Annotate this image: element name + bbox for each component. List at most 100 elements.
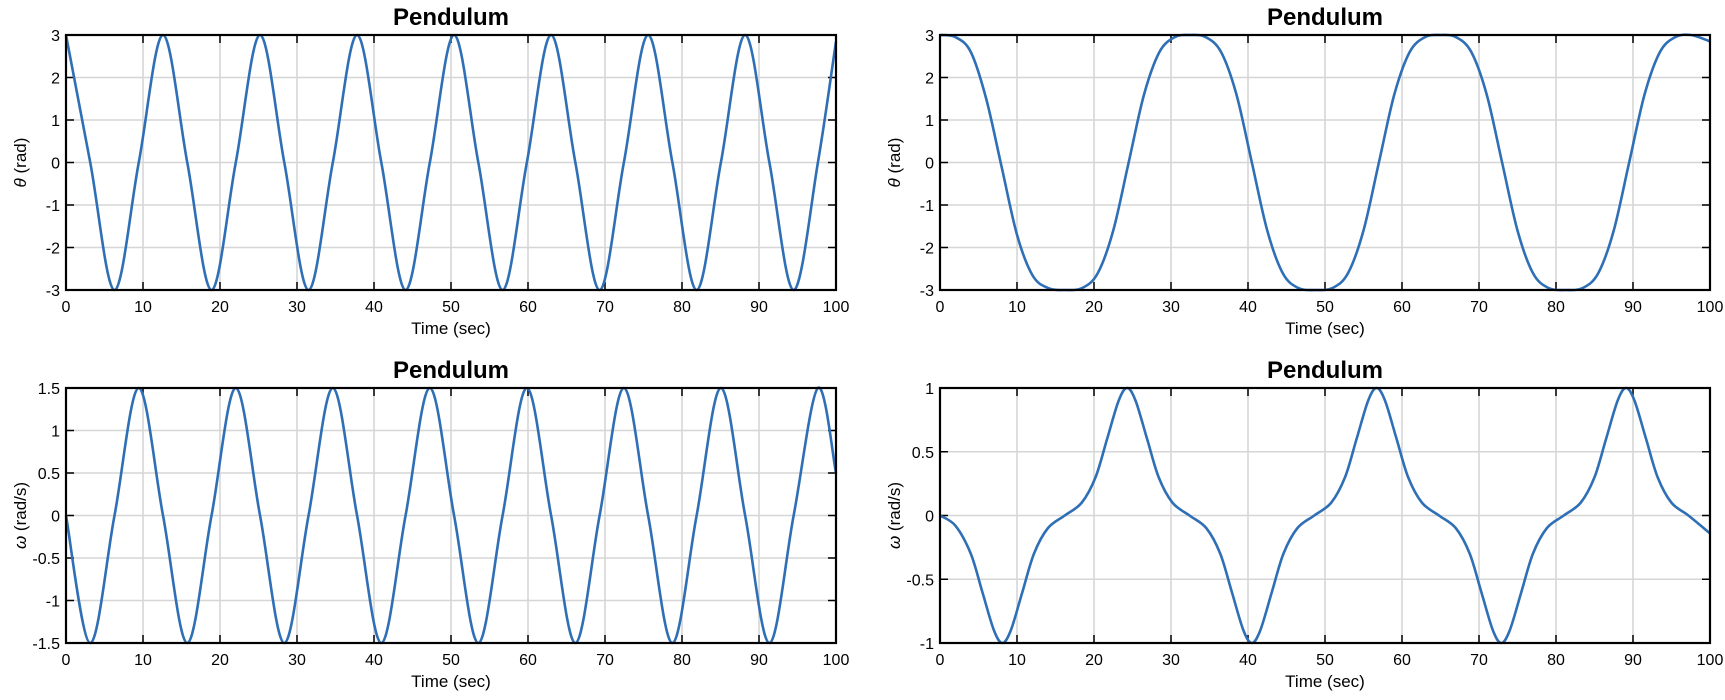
chart-title: Pendulum <box>393 4 509 31</box>
x-tick-label: 20 <box>1085 652 1103 669</box>
y-tick-label: 1 <box>925 381 934 398</box>
y-tick-label: -2 <box>46 241 60 258</box>
y-tick-label: 3 <box>51 28 60 45</box>
axes-frame <box>938 33 1712 292</box>
x-tick-label: 60 <box>519 299 537 316</box>
y-axis-symbol: θ <box>885 177 904 187</box>
y-axis-label: θ (rad) <box>11 138 30 188</box>
y-tick-label: 1 <box>51 424 60 441</box>
x-tick-label: 60 <box>519 652 537 669</box>
x-tick-label: 20 <box>211 299 229 316</box>
x-tick-label: 60 <box>1393 299 1411 316</box>
axes-frame <box>64 386 838 645</box>
y-tick-label: 0 <box>925 156 934 173</box>
chart-title: Pendulum <box>1267 4 1383 31</box>
y-tick-label: 0 <box>925 509 934 526</box>
y-tick-label: 0 <box>51 156 60 173</box>
x-tick-label: 90 <box>750 652 768 669</box>
y-tick-label: -0.5 <box>906 572 934 589</box>
y-tick-label: -1 <box>920 198 934 215</box>
y-tick-label: 1.5 <box>38 381 60 398</box>
x-tick-label: 0 <box>936 299 945 316</box>
x-tick-label: 10 <box>1008 652 1026 669</box>
y-tick-label: -0.5 <box>32 551 60 568</box>
x-tick-label: 30 <box>288 299 306 316</box>
y-axis-label: θ (rad) <box>885 138 904 188</box>
x-tick-label: 80 <box>1547 652 1565 669</box>
x-tick-label: 90 <box>1624 652 1642 669</box>
y-tick-label: 3 <box>925 28 934 45</box>
x-axis-label: Time (sec) <box>1285 672 1365 691</box>
x-tick-label: 50 <box>442 652 460 669</box>
y-tick-label: -3 <box>46 283 60 300</box>
x-tick-label: 10 <box>134 299 152 316</box>
axes-frame <box>938 386 1712 645</box>
x-tick-label: 70 <box>1470 652 1488 669</box>
x-tick-label: 40 <box>1239 652 1257 669</box>
y-tick-label: -2 <box>920 241 934 258</box>
x-tick-label: 70 <box>596 652 614 669</box>
y-tick-label: 1 <box>925 113 934 130</box>
y-tick-label: 1 <box>51 113 60 130</box>
series-line <box>64 386 838 645</box>
y-tick-label: 0.5 <box>912 445 934 462</box>
y-axis-symbol: ω <box>885 536 904 549</box>
x-tick-label: 30 <box>1162 299 1180 316</box>
series-line <box>939 386 1711 645</box>
x-tick-label: 100 <box>1697 299 1724 316</box>
x-tick-label: 10 <box>1008 299 1026 316</box>
x-tick-label: 0 <box>62 652 71 669</box>
x-tick-label: 70 <box>596 299 614 316</box>
x-tick-label: 20 <box>1085 299 1103 316</box>
y-tick-label: -1 <box>920 636 934 653</box>
y-tick-label: -1 <box>46 198 60 215</box>
y-tick-label: -3 <box>920 283 934 300</box>
y-tick-label: 2 <box>51 71 60 88</box>
y-tick-label: -1.5 <box>32 636 60 653</box>
x-tick-label: 80 <box>1547 299 1565 316</box>
y-tick-label: 0.5 <box>38 466 60 483</box>
x-tick-label: 100 <box>1697 652 1724 669</box>
x-tick-label: 0 <box>62 299 71 316</box>
chart-title: Pendulum <box>1267 357 1383 384</box>
y-axis-symbol: ω <box>11 536 30 549</box>
chart-title: Pendulum <box>393 357 509 384</box>
x-tick-label: 40 <box>365 652 383 669</box>
x-tick-label: 50 <box>1316 652 1334 669</box>
x-tick-label: 40 <box>1239 299 1257 316</box>
x-tick-label: 0 <box>936 652 945 669</box>
x-tick-label: 90 <box>1624 299 1642 316</box>
y-axis-symbol: θ <box>11 177 30 187</box>
x-axis-label: Time (sec) <box>411 672 491 691</box>
y-axis-label: ω (rad/s) <box>11 482 30 549</box>
x-tick-label: 50 <box>442 299 460 316</box>
x-tick-label: 50 <box>1316 299 1334 316</box>
axes-frame <box>64 33 838 292</box>
chart-panel-4: 0 10 20 30 40 50 60 70 80 90 100 1 0.5 0 -0.5 -1 Pendulu… <box>885 357 1723 691</box>
y-axis-label: ω (rad/s) <box>885 482 904 549</box>
x-tick-label: 30 <box>1162 652 1180 669</box>
x-tick-label: 80 <box>673 299 691 316</box>
x-tick-label: 100 <box>823 652 850 669</box>
x-tick-label: 70 <box>1470 299 1488 316</box>
y-tick-label: 2 <box>925 71 934 88</box>
x-axis-label: Time (sec) <box>1285 319 1365 338</box>
y-tick-label: -1 <box>46 594 60 611</box>
chart-panel-1: 0 10 20 30 40 50 60 70 80 90 1003210-1-2-3Pendulum… <box>11 4 849 338</box>
x-tick-label: 10 <box>134 652 152 669</box>
y-axis-unit: (rad) <box>11 138 30 179</box>
y-axis-unit: (rad/s) <box>885 482 904 536</box>
x-axis-label: Time (sec) <box>411 319 491 338</box>
x-tick-label: 80 <box>673 652 691 669</box>
x-tick-label: 100 <box>823 299 850 316</box>
chart-panel-2: 0 10 20 30 40 50 60 70 80 90 1003210-1-2-3Pendulum… <box>885 4 1723 338</box>
x-tick-label: 60 <box>1393 652 1411 669</box>
x-tick-label: 30 <box>288 652 306 669</box>
chart-panel-3: 0 10 20 30 40 50 60 70 80 90 100 1.5 1 0.5 0 -0.5 -1 -1.5… <box>11 357 849 691</box>
y-axis-unit: (rad) <box>885 138 904 179</box>
y-tick-label: 0 <box>51 509 60 526</box>
x-tick-label: 40 <box>365 299 383 316</box>
x-tick-label: 90 <box>750 299 768 316</box>
y-axis-unit: (rad/s) <box>11 482 30 536</box>
